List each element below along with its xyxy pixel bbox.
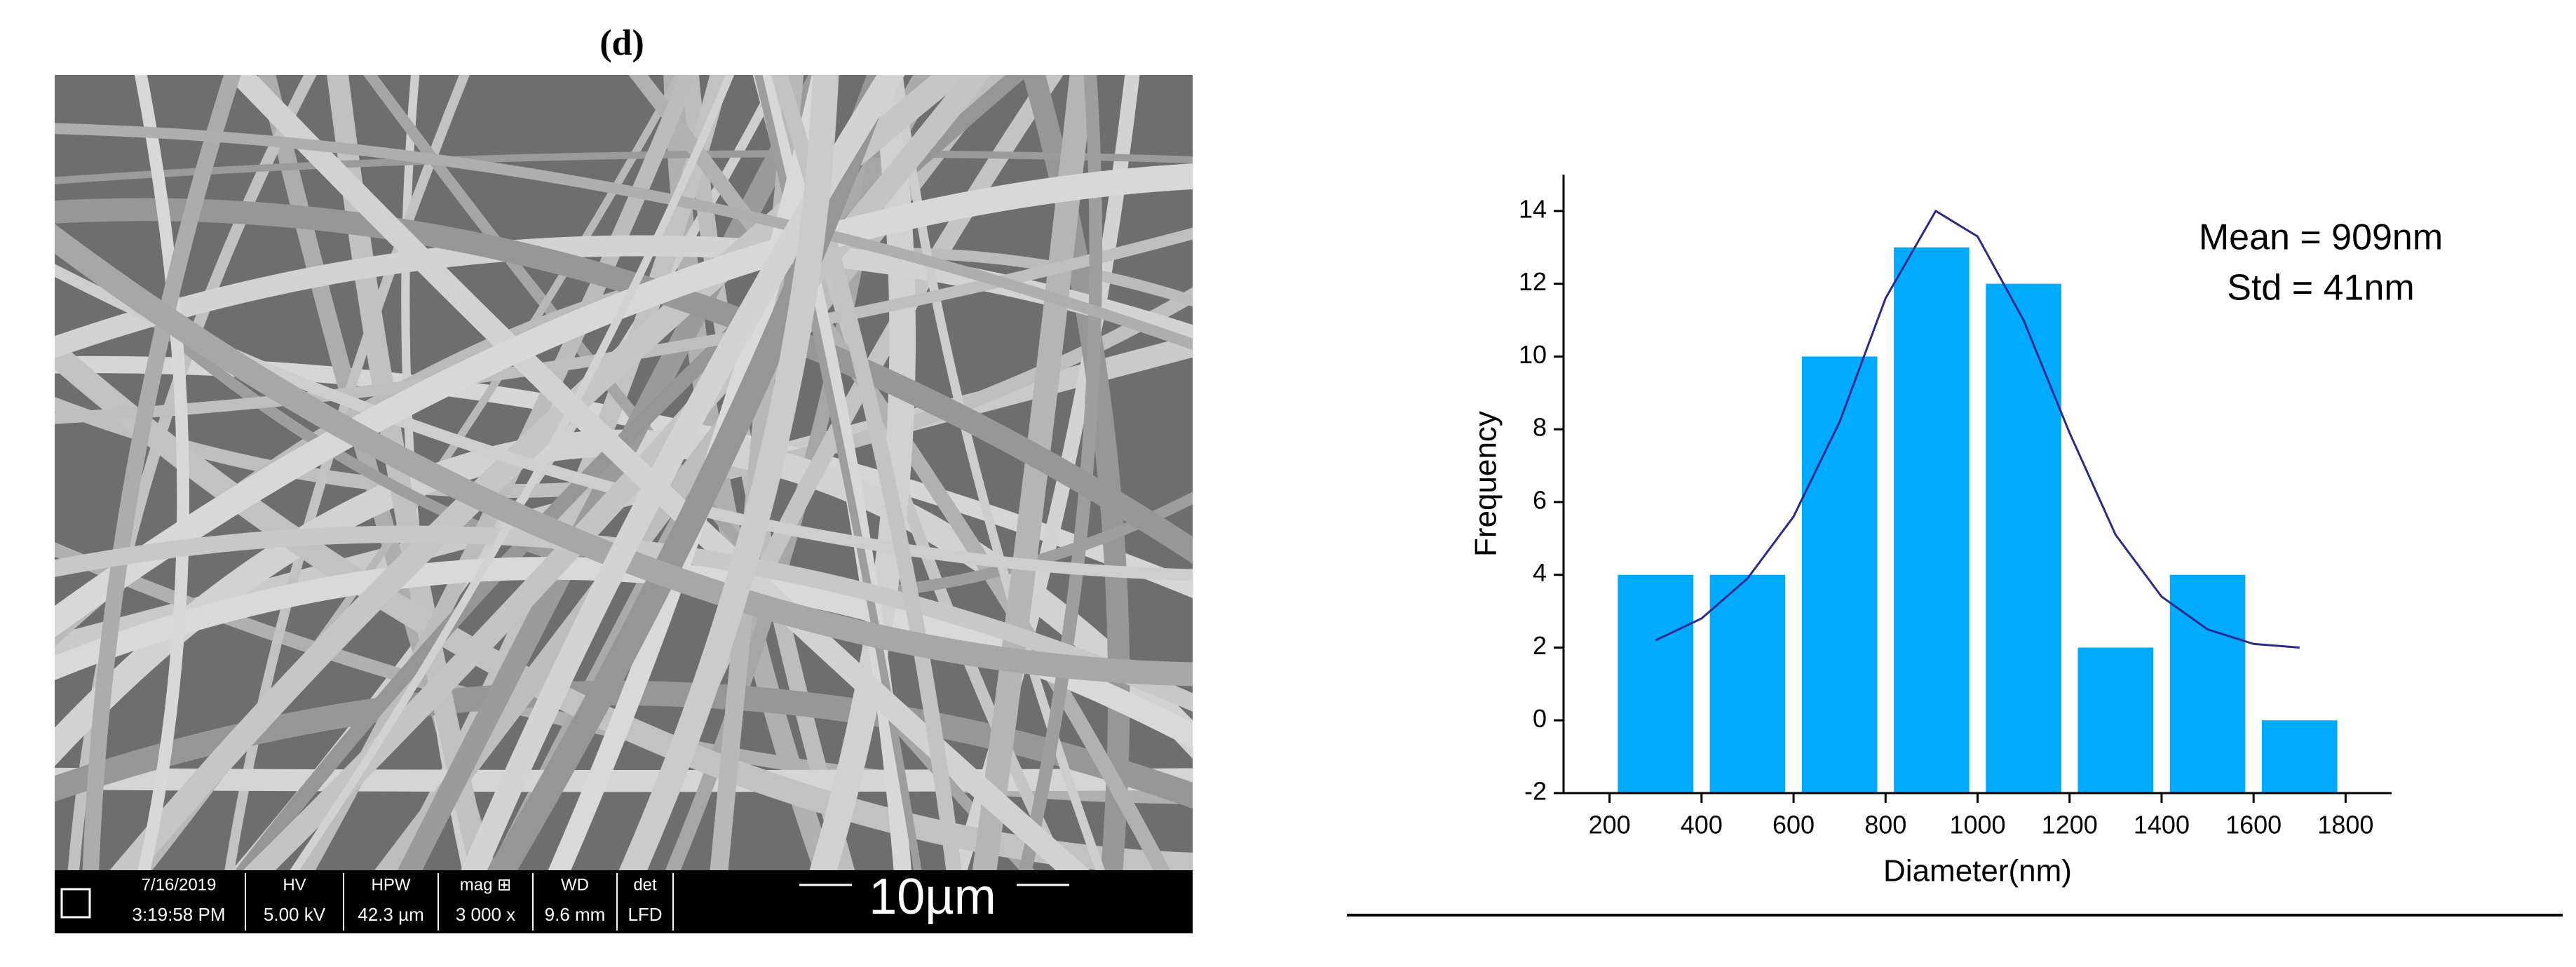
x-tick-label: 1800 bbox=[2317, 811, 2373, 839]
logo bbox=[60, 888, 91, 919]
y-tick-label: -2 bbox=[1524, 777, 1547, 806]
fiber bbox=[461, 75, 905, 870]
info-label: mag ⊞ bbox=[460, 875, 511, 894]
info-value: 3 000 x bbox=[456, 904, 515, 925]
info-label: det bbox=[633, 875, 657, 894]
y-axis-title: Frequency bbox=[1469, 411, 1503, 557]
y-tick-label: 8 bbox=[1533, 413, 1547, 442]
bar bbox=[2169, 574, 2246, 793]
y-tick-label: 14 bbox=[1519, 194, 1547, 223]
info-label: 7/16/2019 bbox=[142, 875, 217, 894]
x-tick-label: 600 bbox=[1772, 811, 1815, 839]
x-tick-label: 200 bbox=[1589, 811, 1631, 839]
bar bbox=[1618, 574, 1694, 793]
fiber bbox=[55, 198, 1193, 564]
fiber bbox=[134, 75, 189, 870]
fit-curve bbox=[1655, 209, 2300, 649]
info-label: WD bbox=[561, 875, 589, 894]
fiber bbox=[771, 75, 962, 870]
info-value: LFD bbox=[628, 904, 662, 925]
fiber bbox=[1018, 75, 1103, 870]
bar bbox=[1709, 574, 1786, 793]
x-tick-label: 1000 bbox=[1949, 811, 2005, 839]
x-tick-label: 400 bbox=[1681, 811, 1723, 839]
x-tick-label: 800 bbox=[1864, 811, 1906, 839]
fiber bbox=[972, 75, 1094, 870]
sem-image bbox=[55, 75, 1193, 870]
fiber bbox=[235, 75, 1029, 870]
fiber bbox=[809, 75, 916, 870]
sem-info-bar: 7/16/2019 3:19:58 PM HV 5.00 kV HPW 42.3 µm ma… bbox=[55, 869, 1193, 933]
x-tick-label: 1600 bbox=[2225, 811, 2282, 839]
fiber bbox=[374, 75, 1007, 870]
fiber bbox=[618, 75, 839, 870]
fiber bbox=[752, 75, 911, 870]
y-tick-label: 0 bbox=[1533, 704, 1547, 733]
x-tick-label: 1400 bbox=[2134, 811, 2190, 839]
info-value: 3:19:58 PM bbox=[133, 904, 226, 925]
info-label: HV bbox=[283, 875, 306, 894]
fibers bbox=[55, 75, 1193, 870]
info-value: 5.00 kV bbox=[264, 904, 326, 925]
scale-bar-label: 10µm bbox=[869, 869, 996, 925]
chart: -2 0 2 4 6 8 10 12 14 200 400 600 800 1000 1200 1400 160… bbox=[1469, 175, 2443, 888]
info-value: 9.6 mm bbox=[545, 904, 606, 925]
x-axis-title: Diameter(nm) bbox=[1883, 854, 2072, 888]
y-tick-label: 4 bbox=[1533, 558, 1547, 587]
info-label: HPW bbox=[372, 875, 411, 894]
info-fields: 7/16/2019 3:19:58 PM HV 5.00 kV HPW 42.3 µm ma… bbox=[60, 873, 674, 931]
annotation: Std = 41nm bbox=[2227, 268, 2414, 309]
x-tick-label: 1200 bbox=[2042, 811, 2098, 839]
y-tick-label: 12 bbox=[1519, 267, 1547, 296]
y-tick-label: 2 bbox=[1533, 631, 1547, 660]
bar bbox=[1986, 283, 2061, 793]
info-value: 42.3 µm bbox=[358, 904, 423, 925]
fiber bbox=[55, 123, 1193, 351]
fiber bbox=[1022, 75, 1130, 870]
annotation: Mean = 909nm bbox=[2199, 217, 2443, 258]
info-bar-bg bbox=[55, 870, 1193, 933]
fiber bbox=[628, 75, 1171, 870]
panel-label: (d) bbox=[599, 23, 644, 63]
fiber bbox=[290, 75, 735, 870]
fiber bbox=[82, 75, 241, 870]
bar bbox=[1801, 356, 1878, 794]
bar bbox=[2077, 647, 2154, 793]
bar bbox=[2261, 720, 2338, 793]
bar bbox=[1894, 247, 1970, 793]
y-tick-label: 6 bbox=[1533, 485, 1547, 514]
y-tick-label: 10 bbox=[1519, 340, 1547, 369]
fiber bbox=[754, 75, 922, 870]
fiber bbox=[893, 75, 1106, 870]
